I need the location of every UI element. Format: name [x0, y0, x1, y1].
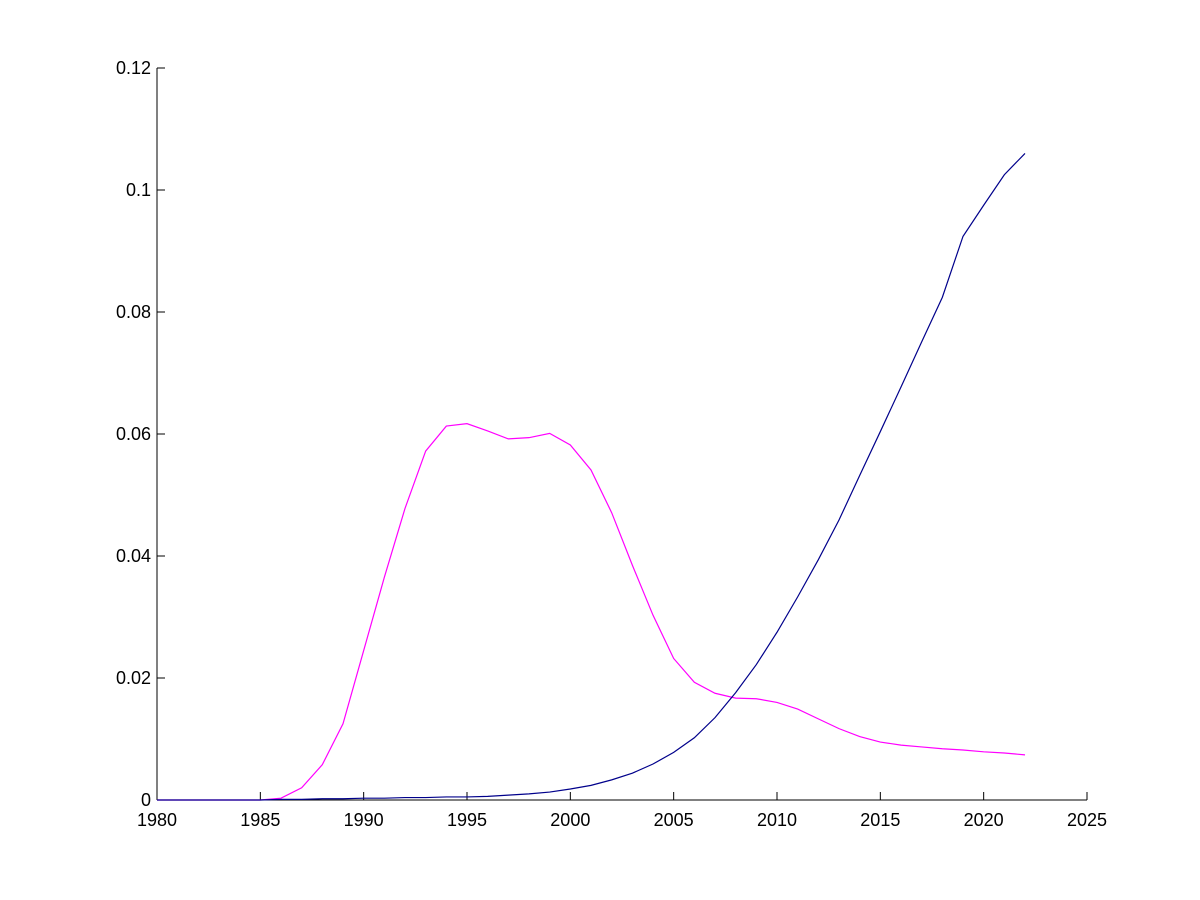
axes — [156, 68, 1087, 801]
y-tick-label: 0.12 — [116, 58, 151, 78]
series-line-1 — [157, 423, 1026, 801]
x-tick-label: 1990 — [344, 810, 384, 830]
x-tick-label: 1995 — [447, 810, 487, 830]
x-ticks: 1980 1985 1990 1995 2000 2005 2010 2015 2020 2025 — [137, 792, 1107, 830]
x-tick-label: 1985 — [240, 810, 280, 830]
x-tick-label: 2020 — [964, 810, 1004, 830]
y-tick-label: 0.06 — [116, 424, 151, 444]
series-layer — [157, 152, 1026, 801]
x-tick-label: 2015 — [860, 810, 900, 830]
x-tick-label: 2005 — [654, 810, 694, 830]
y-tick-label: 0.08 — [116, 302, 151, 322]
y-tick-label: 0.04 — [116, 546, 151, 566]
y-ticks: 0 0.02 0.04 0.06 0.08 0.1 0.12 — [116, 58, 165, 810]
x-tick-label: 1980 — [137, 810, 177, 830]
y-tick-label: 0.02 — [116, 668, 151, 688]
x-tick-label: 2025 — [1067, 810, 1107, 830]
x-tick-label: 2000 — [550, 810, 590, 830]
y-tick-label: 0 — [141, 790, 151, 810]
y-tick-label: 0.1 — [126, 180, 151, 200]
x-tick-label: 2010 — [757, 810, 797, 830]
series-line-2 — [157, 152, 1026, 801]
